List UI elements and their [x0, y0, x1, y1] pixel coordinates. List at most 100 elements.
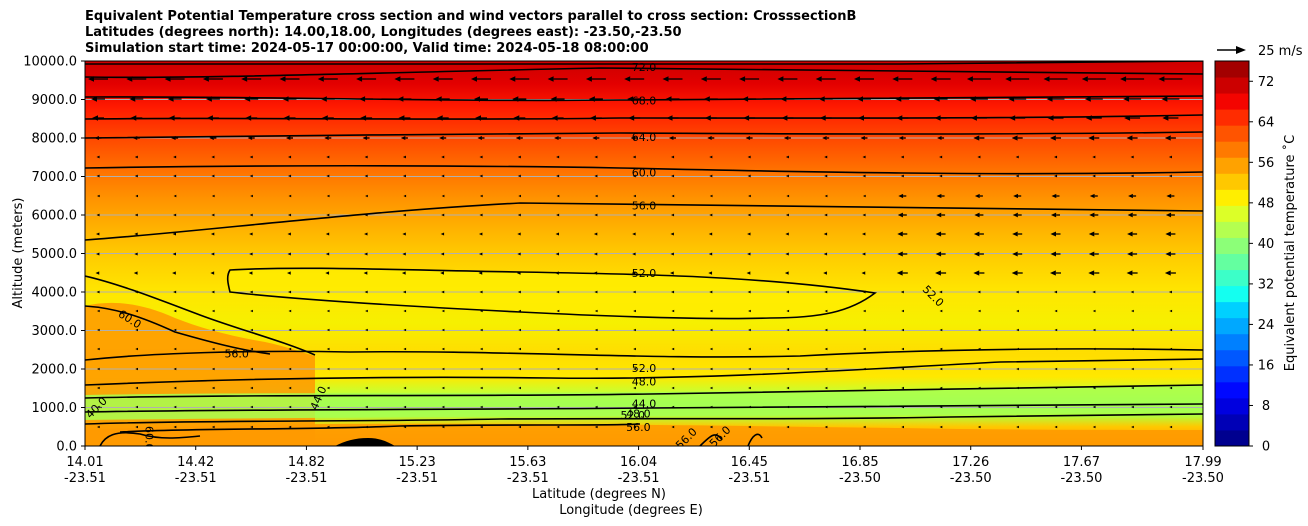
wind-vector-head [1050, 135, 1056, 141]
x-tick-label-lon: -23.51 [64, 471, 106, 486]
wind-vector-head [671, 290, 675, 294]
wind-vector-head [900, 174, 904, 178]
wind-vector-head [973, 231, 980, 237]
wind-vector-head [403, 405, 407, 409]
wind-vector-head [1051, 193, 1057, 199]
wind-vector-head [819, 115, 826, 121]
wind-vector-head [671, 367, 675, 371]
wind-vector-head [594, 290, 598, 294]
wind-vector-head [441, 347, 445, 351]
wind-vector-head [786, 425, 790, 429]
wind-vector-head [556, 386, 560, 390]
wind-vector-head [900, 290, 904, 294]
wind-vector-head [173, 194, 177, 198]
wind-vector-head [1168, 155, 1172, 159]
colorbar-tick-label: 8 [1262, 399, 1270, 414]
wind-vector-head [509, 76, 516, 82]
wind-vector-head [1168, 290, 1172, 294]
wind-vector-head [517, 155, 521, 159]
colorbar-tick-label: 72 [1258, 75, 1275, 90]
wind-vector-head [364, 155, 368, 159]
wind-vector-head [1092, 155, 1096, 159]
contour-line [85, 403, 1203, 413]
wind-vector-head [748, 328, 751, 332]
wind-vector-head [1120, 76, 1127, 82]
wind-vector-head [1164, 270, 1171, 276]
wind-vector-head [862, 155, 866, 159]
wind-vector-head [129, 96, 136, 102]
wind-vector-head [398, 115, 405, 121]
wind-vector-head [1166, 193, 1172, 199]
wind-vector-head [441, 194, 445, 198]
wind-vector-head [662, 76, 669, 82]
wind-vector-head [206, 115, 213, 121]
colorbar-segment [1215, 125, 1249, 142]
wind-vector-head [747, 213, 751, 217]
colorbar: 0 8 16 24 32 40 48 56 64 72 [1214, 60, 1275, 455]
wind-vector-head [786, 347, 790, 351]
wind-vector-head [172, 252, 176, 256]
wind-vector-head [1054, 347, 1058, 351]
wind-vector-head [326, 194, 330, 198]
colorbar-segment [1215, 397, 1249, 415]
wind-vector-head [556, 194, 560, 198]
wind-vector-head [440, 232, 445, 236]
wind-vector-head [479, 174, 483, 178]
wind-vector-head [365, 405, 368, 409]
wind-vector-head [96, 232, 100, 236]
wind-vector-head [936, 193, 942, 199]
y-axis-label: Altitude (meters) [11, 198, 26, 309]
wind-vector-head [670, 252, 674, 256]
wind-vector-head [250, 194, 253, 198]
wind-vector-head [700, 76, 707, 82]
wind-vector-head [863, 405, 866, 409]
wind-vector-head [1131, 367, 1134, 371]
wind-vector-head [1165, 212, 1172, 218]
wind-vector-head [785, 155, 789, 159]
wind-vector-head [441, 405, 445, 409]
wind-vector-head [283, 115, 290, 121]
wind-vector-head [288, 309, 292, 313]
wind-vector-head [1092, 405, 1096, 409]
wind-vector-head [742, 96, 749, 102]
wind-vector-head [783, 135, 789, 141]
colorbar-segment [1215, 365, 1249, 383]
wind-vector-head [517, 174, 521, 178]
y-tick-label: 5000.0 [32, 247, 78, 262]
wind-vector-head [135, 309, 138, 313]
wind-vector-head [633, 309, 636, 313]
x-tick-label-lat: 17.99 [1184, 455, 1221, 470]
wind-vector-head [707, 135, 712, 141]
wind-vector-head [709, 386, 713, 390]
wind-vector-head [748, 194, 751, 198]
wind-vector-head [1088, 270, 1095, 276]
wind-vector-head [394, 76, 401, 82]
wind-vector-head [513, 115, 520, 121]
wind-vector-head [939, 155, 943, 159]
wind-vector-head [245, 115, 252, 121]
x-tick-label-lat: 17.67 [1063, 455, 1100, 470]
x-axis-label-longitude: Longitude (degrees E) [559, 503, 703, 518]
wind-vector-head [326, 155, 330, 159]
wind-vector-head [556, 290, 560, 294]
wind-vector-head [480, 386, 483, 390]
wind-vector-head [747, 155, 751, 159]
wind-vector-head [1016, 347, 1019, 351]
wind-vector-head [824, 155, 828, 159]
wind-vector-head [97, 367, 100, 371]
wind-vector-head [471, 76, 477, 82]
wind-vector-head [480, 347, 483, 351]
wind-vector-head [1088, 251, 1095, 257]
wind-vector-head [743, 115, 750, 121]
wind-vector-head [785, 174, 789, 178]
contour-line [226, 267, 877, 320]
wind-vector-head [708, 252, 713, 256]
wind-vector-head [1012, 251, 1018, 257]
wind-vector-head [478, 271, 483, 275]
wind-vector-head [554, 135, 559, 141]
wind-vector-head [362, 135, 368, 141]
x-tick-label-lon: -23.51 [285, 471, 327, 486]
wind-vector-head [863, 425, 866, 429]
wind-vector-head [130, 115, 137, 121]
